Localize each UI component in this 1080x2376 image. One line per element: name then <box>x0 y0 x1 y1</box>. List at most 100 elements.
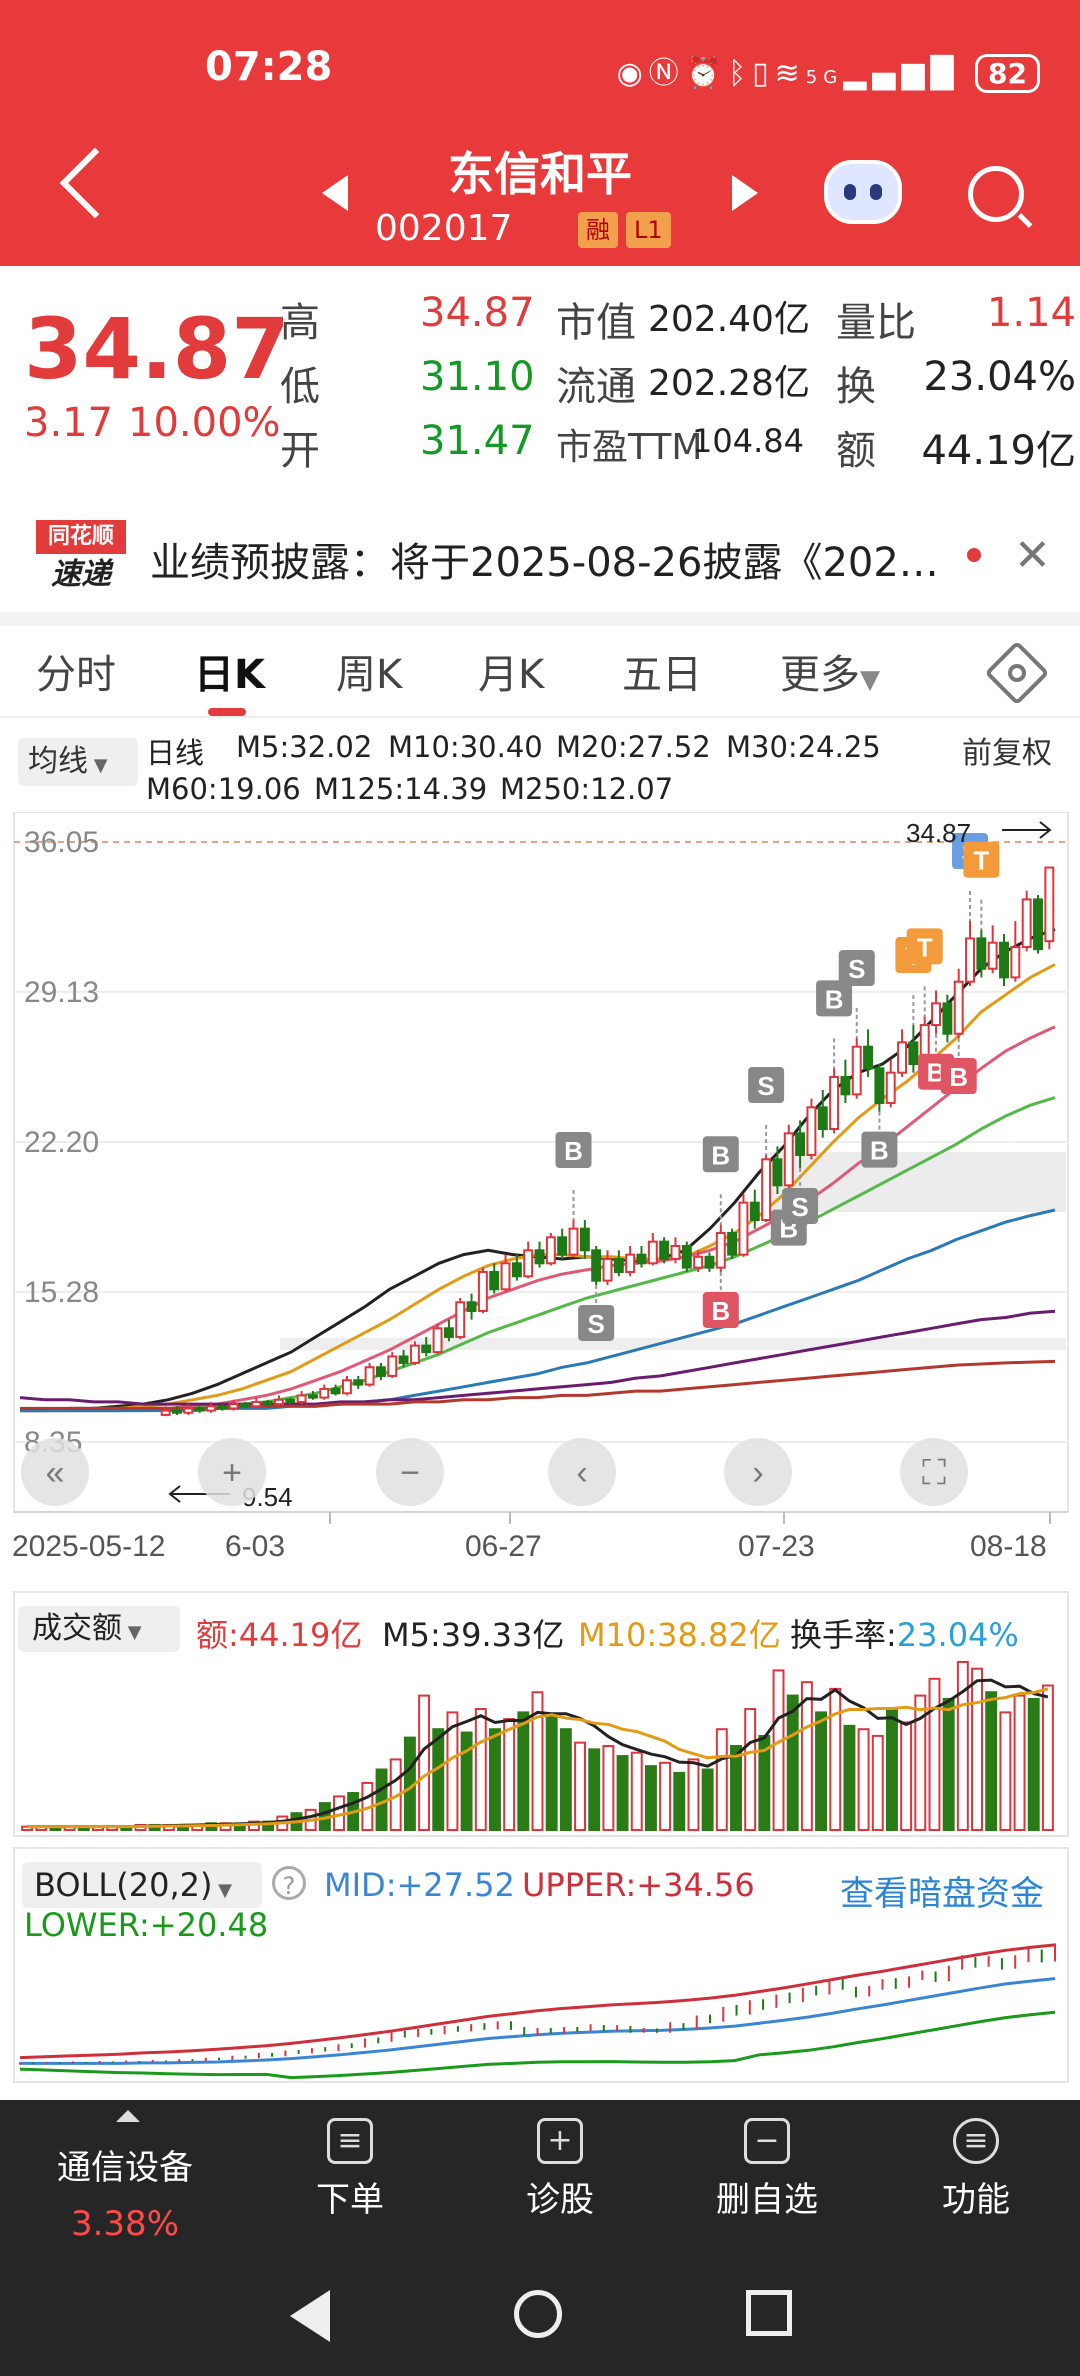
candle-body <box>1033 898 1043 951</box>
ma125-label: M125:14.39 <box>314 772 488 806</box>
back-icon[interactable] <box>290 2290 330 2342</box>
candle-body <box>160 1409 171 1416</box>
candle-body <box>1021 898 1032 949</box>
search-icon[interactable] <box>968 166 1024 222</box>
ma-line-m60 <box>20 1208 1056 1413</box>
tab-intraday[interactable]: 分时 <box>36 652 116 698</box>
y-tick-label: 15.28 <box>24 1276 99 1309</box>
tab-weekly-k[interactable]: 周K <box>336 652 403 698</box>
signal-marker <box>963 841 1000 878</box>
diagnose-button[interactable]: + 诊股 <box>490 2118 630 2221</box>
home-icon[interactable] <box>514 2290 562 2338</box>
recents-icon[interactable] <box>746 2290 792 2336</box>
vol-ratio-label: 量比 <box>836 300 916 346</box>
indicator-selector[interactable]: 均线 ▼ <box>18 738 138 786</box>
chevron-down-icon: ▼ <box>122 1622 142 1643</box>
candle-body <box>874 1067 885 1105</box>
signal-label: S <box>587 1309 604 1339</box>
low-value: 31.10 <box>420 354 535 400</box>
candle-body <box>375 1366 386 1377</box>
zoom-in-icon[interactable] <box>198 1438 266 1506</box>
signal-marker <box>748 1066 785 1103</box>
close-icon[interactable]: ✕ <box>1014 530 1051 581</box>
signal-label: T <box>917 932 933 962</box>
order-icon: ≡ <box>327 2118 373 2164</box>
volume-bar <box>517 1711 530 1832</box>
candle-body <box>466 1301 477 1312</box>
volume-bar <box>843 1724 856 1832</box>
tab-more[interactable]: 更多▼ <box>780 642 880 700</box>
next-stock-arrow-icon[interactable] <box>732 175 758 211</box>
tab-daily-k[interactable]: 日K <box>194 652 265 698</box>
volume-bar <box>871 1734 884 1831</box>
candle-body <box>953 980 964 1035</box>
volume-bar <box>446 1711 459 1832</box>
ma10-label: M10:30.40 <box>388 730 543 764</box>
pressure-band <box>770 1152 1066 1212</box>
fullscreen-icon[interactable] <box>900 1438 968 1506</box>
turnover-value: 23.04% <box>923 354 1076 400</box>
chart-settings-icon[interactable] <box>984 640 1050 706</box>
function-button[interactable]: ≡ 功能 <box>906 2118 1046 2221</box>
robot-assistant-icon[interactable] <box>824 160 902 224</box>
ma30-label: M30:24.25 <box>726 730 881 764</box>
candle-body <box>398 1355 409 1364</box>
candle-body <box>568 1227 579 1256</box>
boll-selector[interactable]: BOLL(20,2) ▼ <box>22 1862 262 1908</box>
candle-body <box>534 1249 545 1265</box>
unread-dot <box>967 548 981 562</box>
stock-code: 002017 <box>375 208 513 249</box>
volume-bar <box>418 1694 431 1831</box>
bluetooth-icon: ᛒ <box>728 56 753 91</box>
volume-bar <box>574 1741 586 1832</box>
tab-monthly-k[interactable]: 月K <box>478 652 545 698</box>
candle-body <box>511 1262 522 1278</box>
candle-body <box>262 1400 273 1406</box>
volume-bar <box>673 1771 686 1832</box>
boll-selector-label: BOLL(20,2) <box>34 1866 213 1904</box>
boll-lower: LOWER:+20.48 <box>24 1906 269 1944</box>
tab-five-day[interactable]: 五日 <box>622 652 702 698</box>
scroll-right-icon-glyph: › <box>752 1454 763 1492</box>
volume-bar <box>999 1711 1012 1832</box>
sector-name[interactable]: 通信设备 <box>57 2148 193 2188</box>
order-button[interactable]: ≡ 下单 <box>280 2118 420 2221</box>
high-value: 34.87 <box>420 290 535 336</box>
prev-stock-arrow-icon[interactable] <box>322 175 348 211</box>
candle-body <box>840 1076 851 1096</box>
adjust-mode-label[interactable]: 前复权 <box>962 736 1052 771</box>
signal-marker <box>555 1131 592 1168</box>
help-icon[interactable]: ? <box>272 1866 306 1900</box>
signal-label: B <box>711 1296 730 1326</box>
kline-chart[interactable]: 36.0529.1322.2015.288.35BSBBSBSBSBTTBBST… <box>10 812 1070 2092</box>
mktcap-value: 202.40亿 <box>648 299 810 340</box>
volume-bar <box>985 1691 998 1831</box>
chevron-down-icon: ▼ <box>212 1880 233 1901</box>
signal-label: B <box>564 1136 583 1166</box>
news-logo-top: 同花顺 <box>36 520 126 554</box>
dark-pool-link[interactable]: 查看暗盘资金 <box>840 1874 1044 1914</box>
signal-label: B <box>711 1140 730 1170</box>
candle-body <box>206 1405 216 1412</box>
double-left-icon[interactable] <box>21 1438 89 1506</box>
signal-label: B <box>949 1062 968 1092</box>
boll-mid: MID:+27.52 <box>324 1866 515 1904</box>
volume-selector[interactable]: 成交额 ▼ <box>18 1606 180 1652</box>
scroll-left-icon[interactable] <box>548 1438 616 1506</box>
signal-marker <box>702 1291 739 1328</box>
volume-bar <box>815 1711 828 1832</box>
amount-value: 44.19亿 <box>921 428 1076 474</box>
volume-selector-label: 成交额 <box>32 1611 122 1646</box>
remove-watchlist-button[interactable]: − 删自选 <box>697 2118 837 2221</box>
candle-body <box>353 1379 364 1386</box>
high-label: 高 <box>280 300 320 346</box>
max-price-label: 34.87 <box>906 818 971 848</box>
scroll-right-icon[interactable] <box>724 1438 792 1506</box>
candle-body <box>908 1041 919 1066</box>
news-headline[interactable]: 业绩预披露：将于2025-08-26披露《202… <box>150 540 939 586</box>
signal-marker <box>940 1058 977 1095</box>
zoom-out-icon[interactable] <box>376 1438 444 1506</box>
candle-body <box>715 1231 726 1269</box>
volume-bar <box>885 1708 898 1831</box>
candle-body <box>579 1227 590 1252</box>
